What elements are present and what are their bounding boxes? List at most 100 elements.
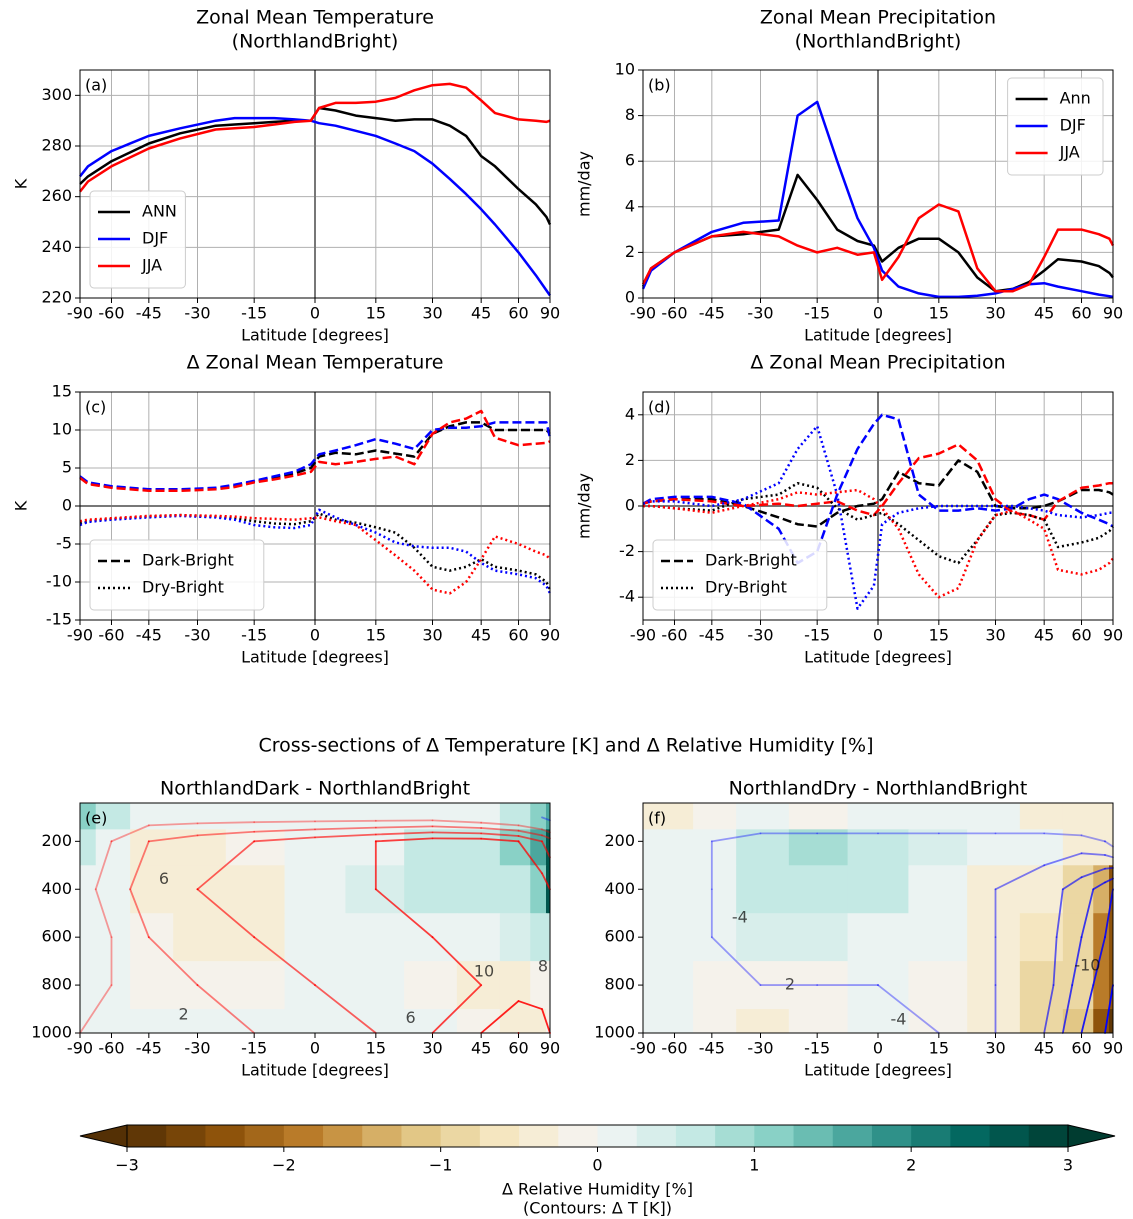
contour-line (541, 834, 551, 840)
x-tick-label: 90 (540, 626, 560, 645)
contour-line (1104, 840, 1114, 848)
heatmap-cell (456, 829, 501, 866)
y-tick-label: 600 (604, 927, 635, 946)
colorbar-bin (754, 1125, 795, 1147)
contour-line (517, 824, 543, 831)
x-tick-label: 0 (873, 1039, 883, 1058)
y-tick-label: 15 (52, 382, 72, 401)
colorbar-bin (832, 1125, 873, 1147)
plot-frame (79, 69, 551, 299)
heatmap-cell (456, 913, 501, 962)
x-tick-label: -90 (630, 626, 656, 645)
heatmap-cell (225, 1009, 286, 1034)
colorbar-tick-label: 0 (592, 1156, 602, 1175)
panel-title: (NorthlandBright) (795, 31, 962, 53)
y-tick-label: 10 (615, 60, 635, 79)
x-tick-label: 0 (310, 304, 320, 323)
heatmap-cell (345, 1009, 405, 1034)
x-tick-label: -45 (136, 1039, 162, 1058)
x-tick-label: -60 (98, 1039, 124, 1058)
y-axis-label: mm/day (575, 151, 594, 217)
heatmap-cell (1108, 803, 1114, 830)
x-tick-label: 60 (508, 1039, 528, 1058)
heatmap-cell (693, 1009, 737, 1034)
x-tick-label: -15 (241, 304, 267, 323)
x-tick-label: -45 (699, 304, 725, 323)
panel-title: Zonal Mean Temperature (196, 7, 434, 29)
heatmap-cell (345, 803, 405, 830)
y-tick-label: 200 (41, 831, 72, 850)
contour-line (1043, 984, 1055, 1034)
colorbar-extend (79, 1124, 128, 1148)
x-tick-label: -15 (241, 1039, 267, 1058)
heatmap-cell (643, 803, 660, 830)
heatmap-cell (1093, 829, 1110, 866)
contour-line (1104, 867, 1114, 870)
heatmap-cell (225, 803, 286, 830)
heatmap-cell (847, 961, 909, 1010)
heatmap-cell (225, 865, 286, 914)
contour-line (480, 832, 520, 837)
colorbar-bin (127, 1125, 167, 1147)
contour-line (196, 830, 256, 837)
contour-line (710, 936, 762, 986)
x-tick-label: 15 (366, 626, 386, 645)
legend-label: Dry-Bright (142, 578, 224, 597)
heatmap-cell (284, 829, 346, 866)
legend-box (652, 539, 828, 611)
contour-line (431, 825, 483, 829)
heatmap-cell (693, 865, 737, 914)
heatmap-cell (95, 829, 131, 866)
x-tick-label: -30 (184, 304, 210, 323)
y-tick-label: 800 (604, 975, 635, 994)
y-tick-label: 0 (625, 496, 635, 515)
x-tick-label: -60 (98, 304, 124, 323)
panel-title: Zonal Mean Precipitation (760, 7, 996, 29)
heatmap-cell (404, 829, 458, 866)
heatmap-cell (95, 1009, 131, 1034)
x-tick-label: -30 (747, 626, 773, 645)
contour-line (374, 825, 434, 829)
colorbar-bin (989, 1125, 1030, 1147)
contour-line (374, 831, 434, 836)
colorbar-bin (636, 1125, 677, 1147)
heatmap-cell (1019, 829, 1064, 866)
colorbar-tick-label: 2 (906, 1156, 916, 1175)
x-tick-label: -15 (804, 304, 830, 323)
x-tick-label: -30 (184, 1039, 210, 1058)
contour-line (129, 840, 150, 891)
heatmap-cell (1093, 961, 1110, 1010)
x-tick-label: 45 (1034, 1039, 1054, 1058)
legend: Dark-Bright Dry-Bright (89, 539, 265, 611)
x-tick-label: 30 (422, 1039, 442, 1058)
heatmap-cell (1062, 803, 1094, 830)
panel-title: NorthlandDark - NorthlandBright (160, 778, 470, 800)
x-tick-label: 60 (1071, 1039, 1091, 1058)
heatmap-cell (643, 1009, 660, 1034)
x-tick-label: 45 (1034, 304, 1054, 323)
heatmap-cell (499, 803, 531, 830)
heatmap-cell (1093, 803, 1110, 830)
contour-line (1055, 888, 1064, 939)
heatmap-cell (530, 913, 547, 962)
heatmap-cell (847, 913, 909, 962)
contour-line (541, 828, 551, 834)
x-axis-label: Latitude [degrees] (241, 1061, 389, 1080)
series-line (642, 424, 1113, 610)
heatmap-cell (847, 829, 909, 866)
heatmap-cell (499, 865, 531, 914)
contour-label: 8 (538, 957, 548, 976)
contour-line (1061, 876, 1083, 891)
plot-frame (79, 802, 551, 1034)
y-tick-label: 2 (625, 450, 635, 469)
contour-line (94, 888, 113, 939)
y-tick-label: 0 (62, 496, 72, 515)
legend-box (89, 190, 186, 289)
heatmap-cell (643, 865, 660, 914)
heatmap-cell (545, 829, 551, 866)
contour-line (1043, 832, 1083, 837)
contour-label: -4 (891, 1009, 907, 1028)
colorbar-bin (950, 1125, 991, 1147)
colorbar-bin (793, 1125, 834, 1147)
colorbar-bin (597, 1125, 638, 1147)
